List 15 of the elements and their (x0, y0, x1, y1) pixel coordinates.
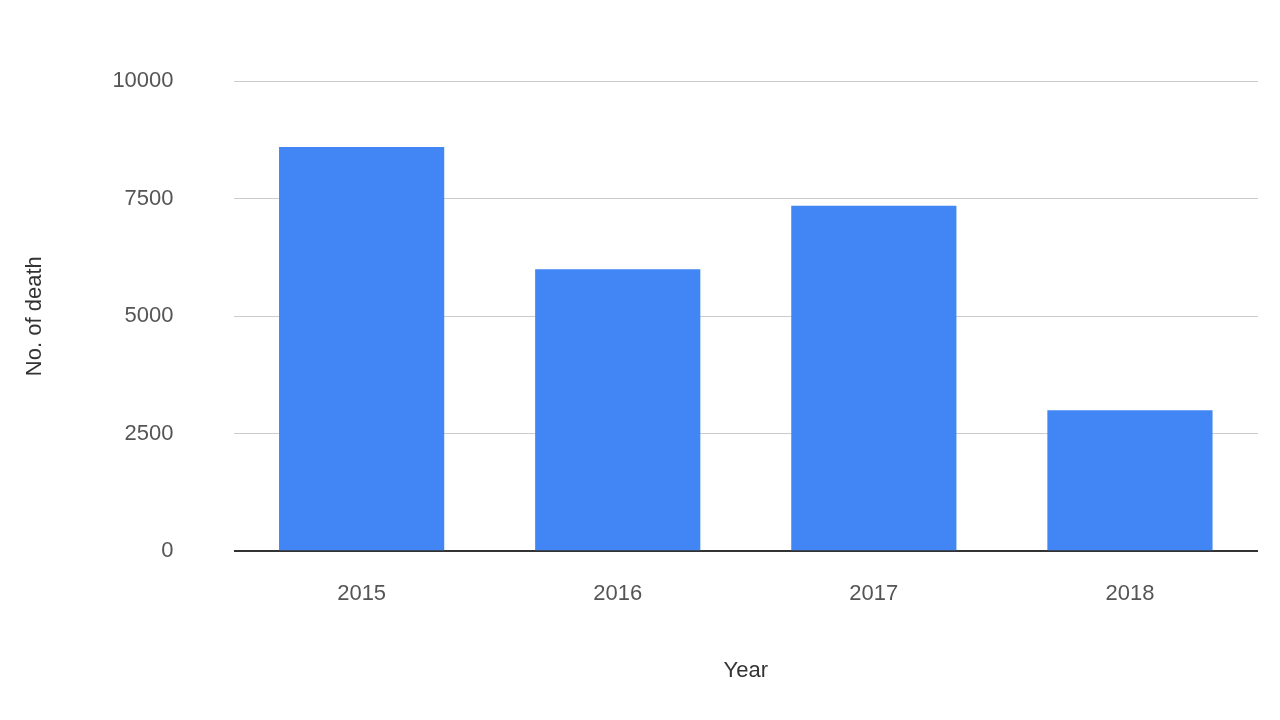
bar (535, 269, 701, 551)
bar (279, 147, 445, 551)
y-tick-label: 5000 (124, 302, 174, 328)
y-tick-label: 0 (161, 537, 174, 563)
y-tick-label: 2500 (124, 419, 174, 445)
x-tick-label: 2016 (593, 580, 643, 606)
x-axis-title: Year (723, 656, 769, 682)
x-tick-label: 2018 (1105, 580, 1155, 606)
bar (1047, 410, 1213, 551)
y-axis-title: No. of death (21, 256, 47, 377)
x-tick-label: 2017 (849, 580, 899, 606)
y-tick-label: 10000 (112, 67, 174, 93)
bar (791, 205, 957, 551)
y-tick-label: 7500 (124, 184, 174, 210)
x-tick-label: 2015 (337, 580, 387, 606)
